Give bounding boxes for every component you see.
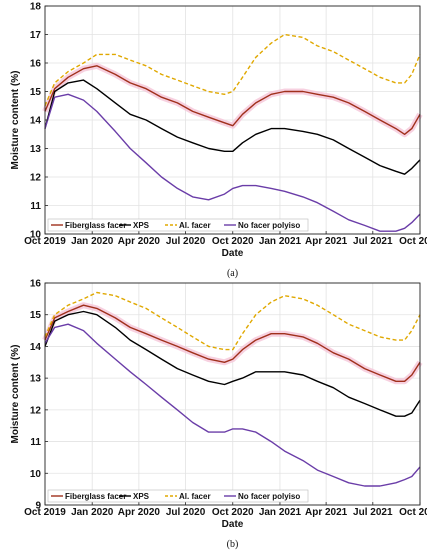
y-tick-label: 14 xyxy=(30,116,42,127)
y-tick-label: 11 xyxy=(30,201,41,212)
legend-entry-2: Al. facer xyxy=(179,221,211,230)
legend-entry-0: Fiberglass facer xyxy=(65,492,126,501)
x-tick-label: Jan 2021 xyxy=(259,507,302,518)
series-line-3 xyxy=(44,93,421,232)
y-tick-label: 14 xyxy=(30,342,42,353)
series-line-1 xyxy=(44,79,421,175)
legend-entry-3: No facer polyiso xyxy=(238,492,300,501)
series-line-0 xyxy=(44,304,421,382)
x-tick-label: Jan 2021 xyxy=(259,236,302,247)
chart-panel-2: 9 10 11 12 13 14 15 16 Oct 2019 Jan 2020 Apr 2020 J… xyxy=(10,279,427,550)
y-tick-label: 12 xyxy=(30,173,42,184)
x-tick-label: Oct 2020 xyxy=(212,236,254,247)
legend-box xyxy=(47,218,309,232)
x-tick-label: Jul 2020 xyxy=(166,236,206,247)
legend-entry-0: Fiberglass facer xyxy=(65,221,126,230)
y-tick-label: 13 xyxy=(30,144,42,155)
legend: Fiberglass facer XPS Al. facer No facer pol… xyxy=(47,218,309,232)
legend-box xyxy=(47,489,309,503)
x-tick-label: Jan 2020 xyxy=(71,236,114,247)
x-tick-label: Jul 2020 xyxy=(166,507,206,518)
x-tick-label: Jan 2020 xyxy=(71,507,114,518)
x-tick-label: Apr 2020 xyxy=(118,236,161,247)
x-tick-label: Oct 2021 xyxy=(399,236,427,247)
y-tick-label: 17 xyxy=(30,30,42,41)
x-axis-label: Date xyxy=(222,248,244,259)
y-tick-label: 15 xyxy=(30,87,42,98)
x-tick-label: Oct 2019 xyxy=(24,507,66,518)
legend-entry-1: XPS xyxy=(133,492,150,501)
x-tick-label: Oct 2021 xyxy=(399,507,427,518)
y-axis-label: Moisture content (%) xyxy=(10,345,21,444)
x-tick-label: Jul 2021 xyxy=(353,236,393,247)
x-tick-label: Oct 2020 xyxy=(212,507,254,518)
y-tick-label: 13 xyxy=(30,374,42,385)
legend-entry-2: Al. facer xyxy=(179,492,211,501)
x-axis-label: Date xyxy=(222,519,244,530)
y-tick-label: 10 xyxy=(30,469,42,480)
x-tick-label: Apr 2021 xyxy=(305,236,348,247)
panel-caption: (b) xyxy=(227,539,239,550)
y-tick-label: 11 xyxy=(30,437,41,448)
panel-caption: (a) xyxy=(227,268,238,279)
series-line-2 xyxy=(44,291,421,351)
legend-entry-3: No facer polyiso xyxy=(238,221,300,230)
y-tick-label: 12 xyxy=(30,405,42,416)
y-axis-label: Moisture content (%) xyxy=(10,71,21,170)
legend-entry-1: XPS xyxy=(133,221,150,230)
chart-panel-1: 10 11 12 13 14 15 16 17 18 Oct 2019 Jan 2020 Apr 20… xyxy=(10,2,427,280)
x-tick-label: Apr 2020 xyxy=(118,507,161,518)
series-line-1 xyxy=(44,310,421,417)
y-tick-label: 16 xyxy=(30,59,42,70)
y-tick-label: 10 xyxy=(30,230,42,241)
y-tick-label: 15 xyxy=(30,310,42,321)
y-tick-label: 18 xyxy=(30,2,42,13)
x-tick-label: Oct 2019 xyxy=(24,236,66,247)
y-tick-label: 16 xyxy=(30,279,42,290)
series-line-3 xyxy=(44,323,421,487)
x-tick-label: Apr 2021 xyxy=(305,507,348,518)
y-tick-label: 9 xyxy=(35,501,41,512)
series-line-0 xyxy=(44,65,421,135)
series-line-2 xyxy=(44,33,421,107)
legend: Fiberglass facer XPS Al. facer No facer pol… xyxy=(47,489,309,503)
x-tick-label: Jul 2021 xyxy=(353,507,393,518)
